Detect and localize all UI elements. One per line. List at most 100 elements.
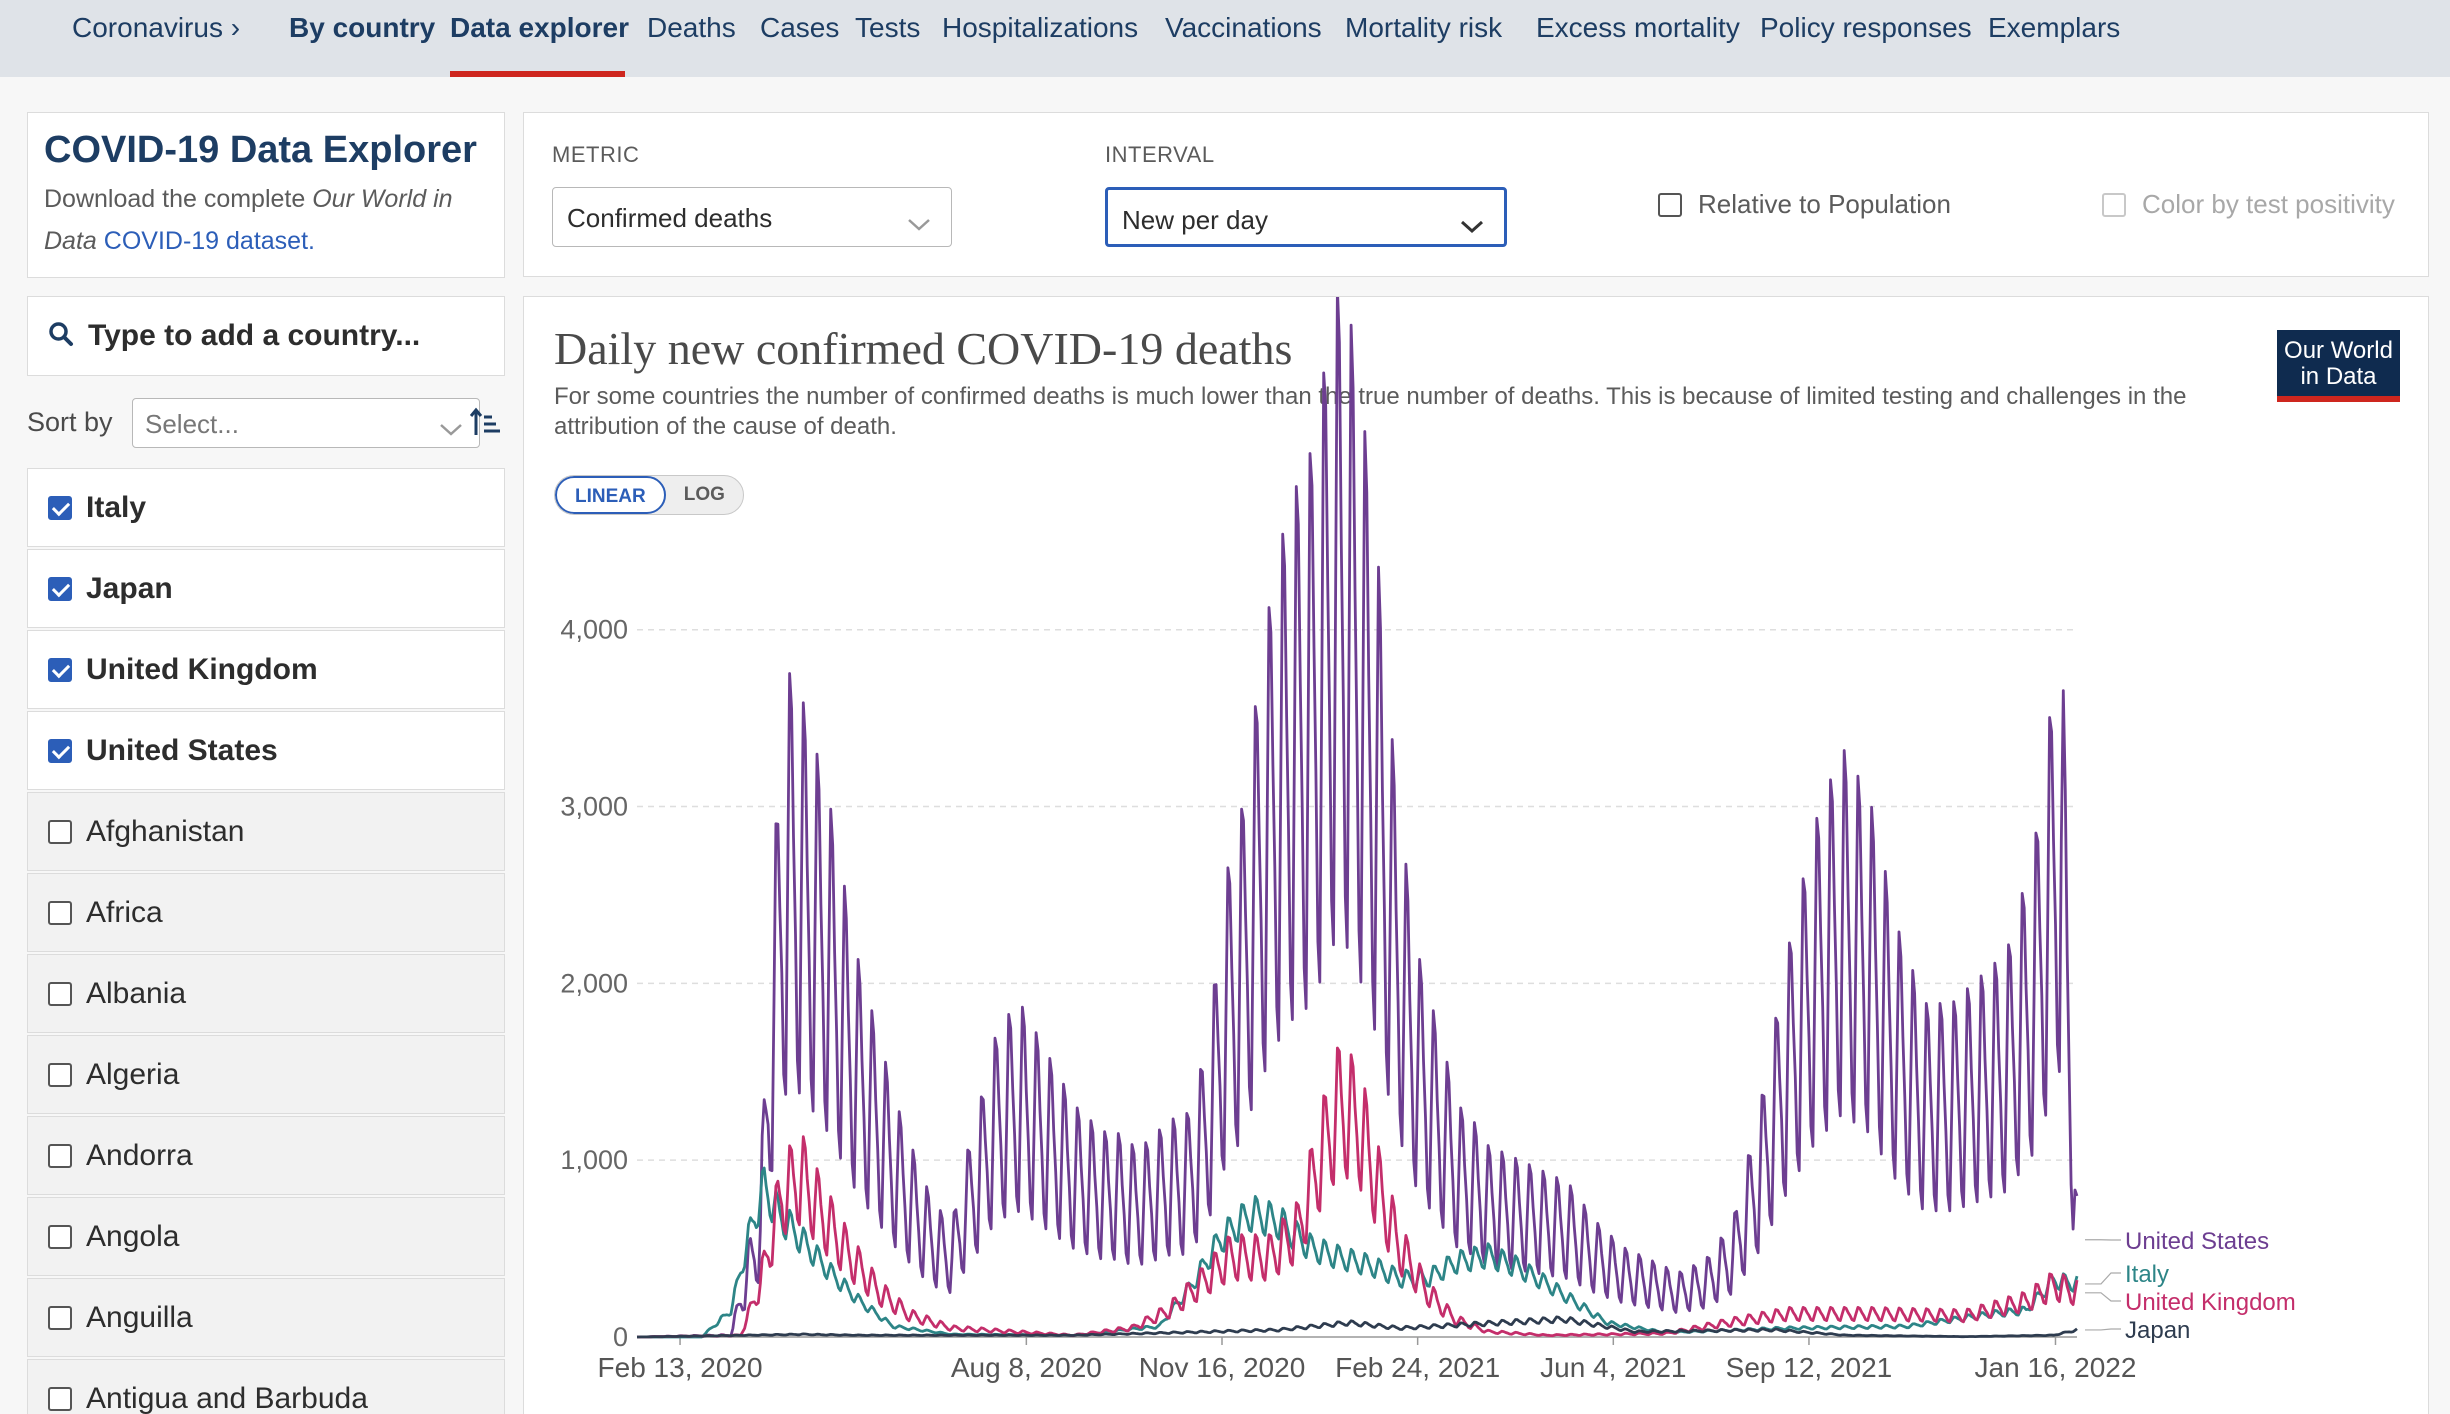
y-tick-label: 1,000 [560,1145,628,1175]
owid-logo[interactable]: Our World in Data [2277,330,2400,400]
y-tick-label: 4,000 [560,615,628,645]
country-item[interactable]: Albania [27,954,505,1033]
sort-select[interactable]: Select... [132,398,480,448]
country-item[interactable]: Anguilla [27,1278,505,1357]
sort-label: Sort by [27,407,113,437]
country-name: United Kingdom [86,652,318,686]
country-name: Algeria [86,1057,180,1091]
country-name: Italy [86,490,147,524]
country-name: Africa [86,895,163,929]
checkbox[interactable] [48,1224,72,1249]
series-end-label: United Kingdom [2125,1289,2296,1316]
checkbox-checked[interactable] [48,657,72,682]
chart-title: Daily new confirmed COVID-19 deaths [554,323,1293,374]
nav-active-indicator [450,71,625,77]
relative-to-population-toggle[interactable]: Relative to Population [1658,189,1951,220]
checkbox-checked[interactable] [48,495,72,520]
nav-item-hospitalizations[interactable]: Hospitalizations [942,12,1139,43]
nav-item-exemplars[interactable]: Exemplars [1988,12,2121,43]
country-search[interactable]: Type to add a country... [27,296,505,376]
label-connector [2085,1292,2121,1302]
x-tick-label: Feb 24, 2021 [1335,1352,1500,1383]
chevron-down-icon [907,208,931,239]
country-item[interactable]: United States [27,711,505,790]
country-item[interactable]: Africa [27,873,505,952]
country-item[interactable]: Andorra [27,1116,505,1195]
sort-row: Sort by Select... [27,395,505,451]
interval-select[interactable]: New per day [1105,187,1507,247]
checkbox[interactable] [48,1305,72,1330]
checkbox[interactable] [48,981,72,1006]
country-item[interactable]: Afghanistan [27,792,505,871]
line-chart: 0 1,000 2,000 3,000 4,000 Feb 13, 2020 Aug 8, … [560,297,2296,1383]
checkbox[interactable] [48,819,72,844]
nav-item-deaths[interactable]: Deaths [647,12,736,43]
log-scale-button[interactable]: LOG [683,484,725,505]
x-tick-label: Aug 8, 2020 [951,1352,1102,1383]
country-item[interactable]: United Kingdom [27,630,505,709]
x-tick-label: Nov 16, 2020 [1139,1352,1306,1383]
country-name: Angola [86,1219,180,1253]
checkbox[interactable] [48,1143,72,1168]
checkbox-checked[interactable] [48,576,72,601]
chevron-down-icon [439,413,463,444]
y-tick-label: 3,000 [560,792,628,822]
chart-panel: Daily new confirmed COVID-19 deaths For … [523,296,2429,1414]
country-name: Afghanistan [86,814,245,848]
checkbox [2102,192,2126,217]
country-item[interactable]: Algeria [27,1035,505,1114]
scale-toggle[interactable]: LINEAR LOG [554,475,744,515]
explorer-title: COVID-19 Data Explorer [44,129,477,171]
y-tick-label: 2,000 [560,968,628,998]
series-end-label: Japan [2125,1317,2190,1344]
linear-scale-button[interactable]: LINEAR [555,476,666,514]
dataset-link[interactable]: COVID-19 dataset. [103,227,315,255]
chart-subtitle: For some countries the number of confirm… [554,383,2187,440]
owid-name: Our World in Data [44,185,453,255]
country-item[interactable]: Angola [27,1197,505,1276]
metric-select[interactable]: Confirmed deaths [552,187,952,247]
checkbox[interactable] [48,1386,72,1411]
series-end-label: United States [2125,1228,2269,1255]
metric-label: METRIC [552,142,640,167]
series-end-label: Italy [2125,1261,2169,1288]
country-name: Antigua and Barbuda [86,1381,368,1414]
series-line-japan [637,1315,2078,1339]
checkbox[interactable] [48,900,72,925]
nav-item-by-country[interactable]: By country [289,12,436,43]
x-tick-label: Jan 16, 2022 [1975,1352,2137,1383]
nav-item-mortality-risk[interactable]: Mortality risk [1345,12,1503,43]
checkbox-checked[interactable] [48,738,72,763]
label-connector [2085,1272,2121,1285]
nav-item-tests[interactable]: Tests [855,12,921,43]
country-item[interactable]: Japan [27,549,505,628]
country-name: Japan [86,571,173,605]
series-line-united-states [636,297,2079,1339]
country-name: Albania [86,976,187,1010]
explorer-description: Download the complete Our World in Data … [44,185,453,255]
nav-item-policy-responses[interactable]: Policy responses [1760,12,1972,43]
series-line-united-kingdom [637,1046,2079,1339]
sort-order-icon[interactable] [469,407,502,444]
y-tick-label: 0 [613,1322,628,1352]
country-name: Andorra [86,1138,193,1172]
chevron-down-icon [1460,210,1484,241]
country-item[interactable]: Antigua and Barbuda [27,1359,505,1414]
explorer-title-panel: COVID-19 Data Explorer Download the comp… [27,112,505,278]
nav-item-coronavirus[interactable]: Coronavirus › [72,12,241,43]
country-name: United States [86,733,278,767]
top-navigation: Coronavirus › By country Data explorer Deat… [0,0,2450,77]
color-by-test-positivity-toggle: Color by test positivity [2102,189,2395,220]
nav-item-cases[interactable]: Cases [760,12,840,43]
country-name: Anguilla [86,1300,193,1334]
nav-item-excess-mortality[interactable]: Excess mortality [1536,12,1740,43]
x-tick-label: Sep 12, 2021 [1726,1352,1893,1383]
country-item[interactable]: Italy [27,468,505,547]
interval-label: INTERVAL [1105,142,1215,167]
nav-item-vaccinations[interactable]: Vaccinations [1165,12,1322,43]
checkbox[interactable] [48,1062,72,1087]
checkbox[interactable] [1658,192,1682,217]
nav-item-data-explorer[interactable]: Data explorer [450,12,629,43]
search-icon [48,321,74,352]
search-placeholder: Type to add a country... [88,319,421,352]
